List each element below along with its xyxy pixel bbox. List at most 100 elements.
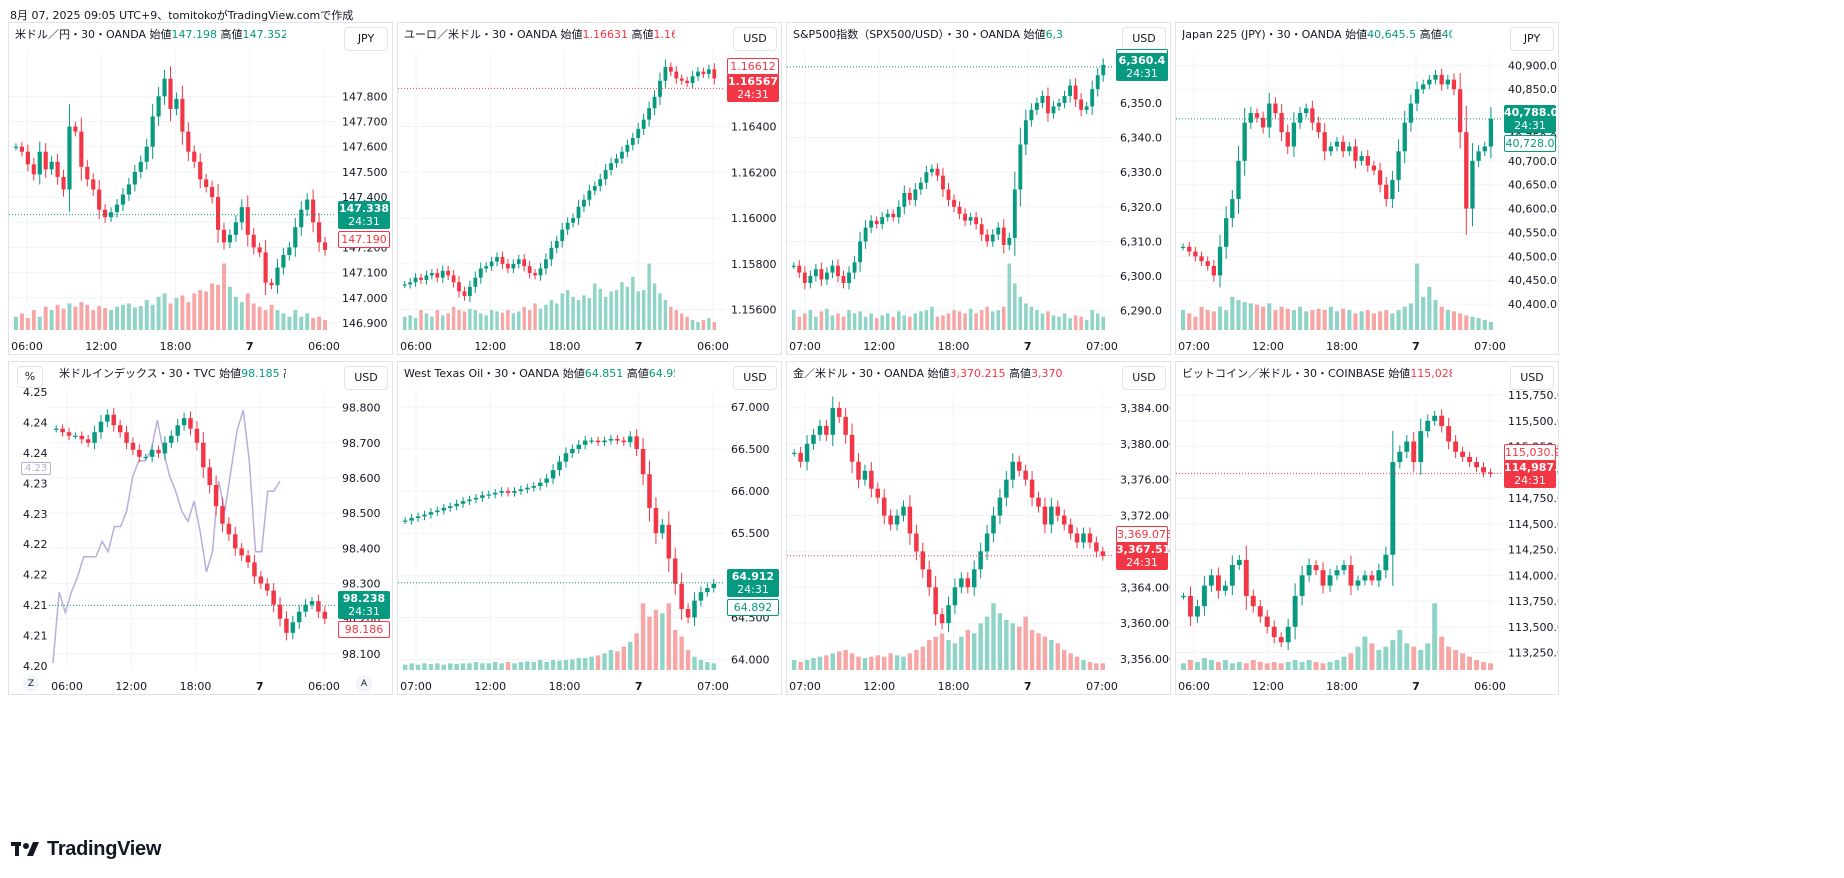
candle-body bbox=[180, 98, 185, 132]
volume-bar bbox=[109, 310, 114, 330]
candle-body bbox=[1355, 580, 1361, 586]
price-badge-value: 40,788.0 bbox=[1504, 105, 1559, 119]
candle-body bbox=[1001, 227, 1006, 245]
y-tick-label: 114,250.00 bbox=[1508, 544, 1559, 557]
candle-body bbox=[124, 432, 129, 443]
y-tick-label: 6,290.0 bbox=[1120, 305, 1162, 318]
title-title-prefix: Japan 225 (JPY)・30・OANDA 始値 bbox=[1182, 28, 1368, 41]
currency-selector[interactable]: JPY bbox=[344, 27, 388, 51]
chart-panel[interactable]: 67.00066.50066.00065.50065.00064.50064.0… bbox=[397, 361, 782, 695]
chart-svg[interactable]: 3,384.000 3,380.000 3,376.000 3,372.000 3,36… bbox=[787, 362, 1171, 695]
candle-body bbox=[1010, 461, 1016, 480]
chart-svg[interactable]: 40,900.040,850.040,800.040,750.040,700.0… bbox=[1176, 23, 1559, 355]
volume-bar bbox=[489, 310, 494, 330]
chart-panel[interactable]: 98.800 98.700 98.600 98.500 98.400 98.300 98.2… bbox=[8, 361, 393, 695]
candle-body bbox=[1260, 117, 1266, 128]
currency-selector[interactable]: USD bbox=[344, 366, 388, 390]
volume-bar bbox=[990, 311, 995, 330]
candle-body bbox=[522, 259, 527, 267]
volume-bar bbox=[1482, 320, 1487, 330]
currency-selector[interactable]: USD bbox=[1510, 366, 1554, 390]
chart-svg[interactable]: 115,750.00115,500.00115,250.00115,000.00… bbox=[1176, 362, 1559, 695]
volume-bar bbox=[126, 303, 131, 330]
chart-panel[interactable]: 147.800147.700147.600147.500147.400147.3… bbox=[8, 22, 393, 355]
candle-body bbox=[608, 438, 614, 441]
candle-body bbox=[186, 131, 191, 152]
chart-svg[interactable]: 1.16400 1.16200 1.16000 1.15800 1.15600 06:00… bbox=[398, 23, 782, 355]
volume-bar bbox=[640, 603, 646, 670]
volume-bar bbox=[269, 304, 274, 330]
volume-bar bbox=[216, 284, 221, 330]
currency-selector[interactable]: USD bbox=[1122, 27, 1166, 51]
candle-body bbox=[55, 161, 60, 177]
chart-svg[interactable]: 98.800 98.700 98.600 98.500 98.400 98.30098.2… bbox=[9, 362, 393, 695]
x-tick-label: 7 bbox=[1024, 680, 1032, 693]
candle-body bbox=[213, 485, 219, 507]
candle-body bbox=[215, 197, 221, 230]
candle-body bbox=[207, 467, 212, 486]
candle-body bbox=[1208, 575, 1214, 586]
candle-body bbox=[929, 168, 934, 173]
volume-bar bbox=[1488, 322, 1493, 330]
chart-panel[interactable]: 40,900.040,850.040,800.040,750.040,700.0… bbox=[1175, 22, 1559, 355]
candle-body bbox=[402, 284, 407, 286]
candle-body bbox=[615, 438, 620, 441]
chart-panel[interactable]: 115,750.00115,500.00115,250.00115,000.00… bbox=[1175, 361, 1559, 695]
candle-body bbox=[836, 407, 842, 417]
volume-bar bbox=[1187, 659, 1193, 670]
volume-bar bbox=[1433, 300, 1438, 330]
currency-selector[interactable]: USD bbox=[733, 366, 777, 390]
candle-body bbox=[1211, 265, 1217, 276]
candle-body bbox=[647, 108, 652, 120]
tradingview-logo[interactable]: TradingView bbox=[11, 838, 161, 860]
chart-panel[interactable]: 1.16400 1.16200 1.16000 1.15800 1.15600 06:00… bbox=[397, 22, 782, 355]
candle-body bbox=[495, 257, 499, 262]
volume-bar bbox=[544, 661, 549, 670]
candle-body bbox=[565, 222, 570, 230]
candle-body bbox=[79, 131, 84, 167]
candle-body bbox=[920, 551, 926, 570]
candle-body bbox=[462, 291, 467, 296]
chart-svg[interactable]: 6,350.0 6,340.0 6,330.0 6,320.0 6,310.0 6,300… bbox=[787, 23, 1171, 355]
price-badge-value: 114,987.97 bbox=[1504, 460, 1559, 474]
chart-svg[interactable]: 67.00066.50066.00065.50065.00064.50064.0… bbox=[398, 362, 782, 695]
currency-selector[interactable]: USD bbox=[733, 27, 777, 51]
volume-bar bbox=[863, 316, 868, 330]
candle-body bbox=[894, 515, 900, 525]
candle-body bbox=[968, 217, 973, 221]
candle-body bbox=[1297, 113, 1303, 123]
price-badge-value: 64.912 bbox=[731, 569, 775, 583]
x-tick-label: 12:00 bbox=[863, 680, 895, 693]
price-badge-value: 147.190 bbox=[341, 232, 387, 246]
volume-bar bbox=[1383, 646, 1389, 670]
candle-body bbox=[43, 151, 48, 170]
volume-bar bbox=[408, 315, 412, 330]
candle-body bbox=[1243, 559, 1249, 596]
candle-body bbox=[188, 418, 193, 429]
zoom-button[interactable]: Z bbox=[23, 676, 39, 692]
currency-selector[interactable]: USD bbox=[1122, 366, 1166, 390]
price-badge-value: 98.186 bbox=[344, 623, 384, 637]
candle-body bbox=[965, 578, 971, 588]
chart-svg[interactable]: 147.800147.700147.600147.500147.400147.3… bbox=[9, 23, 393, 355]
volume-bar bbox=[963, 313, 967, 330]
candle-body bbox=[201, 442, 206, 468]
volume-bar bbox=[448, 663, 453, 670]
volume-bar bbox=[620, 282, 624, 330]
chart-panel[interactable]: 6,350.0 6,340.0 6,330.0 6,320.0 6,310.0 6,300… bbox=[786, 22, 1171, 355]
candle-body bbox=[1304, 108, 1309, 114]
volume-bar bbox=[1299, 661, 1305, 670]
chart-panel[interactable]: 3,384.000 3,380.000 3,376.000 3,372.000 3,36… bbox=[786, 361, 1171, 695]
candle-body bbox=[1279, 113, 1284, 133]
currency-selector[interactable]: JPY bbox=[1510, 27, 1554, 51]
volume-bar bbox=[1414, 263, 1420, 330]
x-tick-label: 12:00 bbox=[85, 340, 117, 353]
y-tick-label: 113,500.00 bbox=[1508, 621, 1559, 634]
volume-bar bbox=[968, 308, 973, 330]
candle-body bbox=[233, 534, 238, 549]
auto-scale-button[interactable]: A bbox=[356, 676, 372, 692]
percent-scale-toggle[interactable]: % bbox=[17, 366, 43, 388]
candle-body bbox=[518, 489, 524, 492]
candle-body bbox=[935, 168, 940, 176]
volume-bar bbox=[1458, 313, 1463, 330]
